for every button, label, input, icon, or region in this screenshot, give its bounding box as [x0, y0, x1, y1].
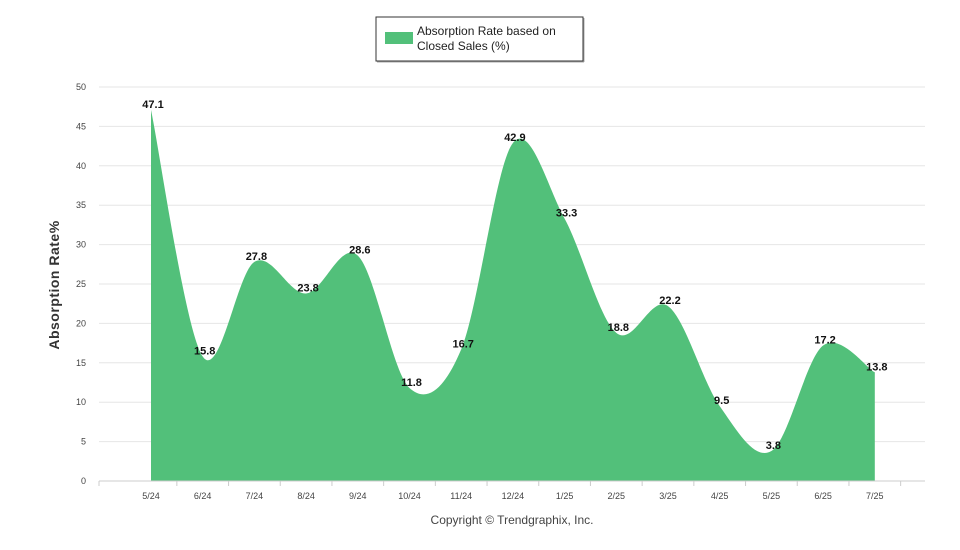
x-tick-label: 5/24 [142, 491, 160, 501]
y-tick-label: 0 [81, 476, 86, 486]
x-tick-label: 2/25 [608, 491, 626, 501]
x-tick-label: 9/24 [349, 491, 367, 501]
legend-label-line2: Closed Sales (%) [417, 39, 510, 53]
data-label: 42.9 [504, 132, 525, 144]
x-tick-label: 1/25 [556, 491, 574, 501]
x-tick-label: 6/24 [194, 491, 212, 501]
legend-label-line1: Absorption Rate based on [417, 24, 556, 38]
x-tick-label: 12/24 [502, 491, 525, 501]
x-tick-label: 7/24 [246, 491, 264, 501]
x-tick-label: 7/25 [866, 491, 884, 501]
x-tick-label: 6/25 [814, 491, 832, 501]
x-tick-label: 5/25 [763, 491, 781, 501]
data-label: 16.7 [452, 338, 473, 350]
y-tick-label: 10 [76, 397, 86, 407]
y-tick-label: 25 [76, 279, 86, 289]
data-label: 9.5 [714, 395, 729, 407]
data-label: 22.2 [659, 295, 680, 307]
data-label: 3.8 [766, 440, 781, 452]
y-tick-label: 35 [76, 200, 86, 210]
y-tick-label: 40 [76, 161, 86, 171]
y-tick-label: 5 [81, 437, 86, 447]
y-tick-label: 45 [76, 121, 86, 131]
x-tick-label: 4/25 [711, 491, 729, 501]
legend-swatch [385, 32, 413, 44]
data-label: 47.1 [142, 99, 163, 111]
y-tick-label: 30 [76, 240, 86, 250]
x-tick-label: 3/25 [659, 491, 677, 501]
x-axis: 5/24 6/24 7/24 8/24 9/24 10/24 11/24 12/24 1/25 2… [98, 480, 925, 501]
data-label: 27.8 [246, 251, 267, 263]
copyright-footer: Copyright © Trendgraphix, Inc. [430, 513, 594, 527]
data-labels: 47.1 15.8 27.8 23.8 28.6 11.8 16.7 42.9 33.3 18.8… [142, 99, 887, 452]
series-area [151, 109, 875, 482]
data-label: 28.6 [349, 245, 370, 257]
data-label: 17.2 [814, 334, 835, 346]
data-label: 15.8 [194, 345, 215, 357]
y-axis-label: Absorption Rate% [46, 220, 62, 349]
data-label: 23.8 [297, 282, 318, 294]
x-tick-label: 8/24 [297, 491, 315, 501]
data-label: 13.8 [866, 361, 887, 373]
x-tick-label: 10/24 [398, 491, 421, 501]
data-label: 18.8 [608, 322, 629, 334]
x-tick-label: 11/24 [450, 491, 472, 501]
y-tick-label: 20 [76, 318, 86, 328]
data-label: 11.8 [401, 377, 422, 389]
data-label: 33.3 [556, 208, 577, 220]
y-tick-label: 50 [76, 82, 86, 92]
y-axis-ticks: 0 5 10 15 20 25 30 35 40 45 50 [76, 82, 86, 486]
legend: Absorption Rate based on Closed Sales (%… [375, 16, 585, 63]
y-tick-label: 15 [76, 358, 86, 368]
